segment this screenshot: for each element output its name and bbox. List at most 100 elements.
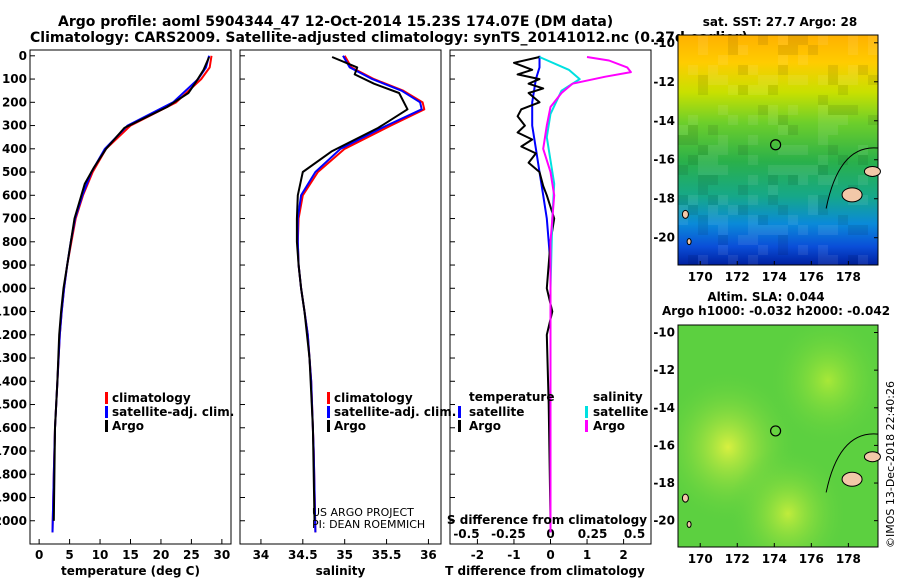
sst-cell bbox=[708, 165, 718, 175]
header-line-1: Argo profile: aoml 5904344_47 12-Oct-201… bbox=[58, 14, 613, 30]
map-lon-label: 176 bbox=[799, 270, 824, 284]
x-tick-label: 35.5 bbox=[372, 548, 402, 562]
sst-cell bbox=[748, 85, 758, 95]
map-lon-label: 172 bbox=[725, 552, 750, 566]
legend-label-argo: Argo bbox=[112, 419, 144, 433]
sst-cell bbox=[678, 135, 688, 145]
sst-cell bbox=[728, 205, 738, 215]
sst-cell bbox=[858, 195, 868, 205]
sst-cell bbox=[748, 65, 758, 75]
sst-cell bbox=[698, 155, 708, 165]
map-lat-label: -12 bbox=[653, 75, 675, 89]
sst-cell bbox=[838, 215, 848, 225]
legend-label-satellite-adj: satellite-adj. clim. bbox=[112, 405, 234, 419]
map-lat-label: -10 bbox=[653, 326, 675, 340]
difference-xlabel-salinity: S difference from climatology bbox=[447, 513, 647, 527]
sst-cell bbox=[778, 115, 788, 125]
map-lon-label: 172 bbox=[725, 270, 750, 284]
sst-map bbox=[677, 34, 879, 266]
temperature-xlabel: temperature (deg C) bbox=[61, 564, 200, 578]
x-tick-label-salinity: 0.25 bbox=[578, 527, 608, 541]
map-lat-label: -16 bbox=[653, 438, 675, 452]
sst-cell bbox=[748, 215, 758, 225]
depth-tick-label: 900 bbox=[2, 258, 27, 272]
sst-cell bbox=[848, 105, 858, 115]
sst-cell bbox=[858, 225, 868, 235]
sst-cell bbox=[678, 195, 688, 205]
x-tick-label: 1 bbox=[583, 548, 591, 562]
sst-cell bbox=[708, 145, 718, 155]
sst-cell bbox=[768, 225, 778, 235]
series-line-climatology bbox=[51, 55, 213, 533]
sst-cell bbox=[688, 65, 698, 75]
x-tick-label-salinity: 0.5 bbox=[624, 527, 645, 541]
sst-cell bbox=[718, 165, 728, 175]
sst-cell bbox=[848, 35, 858, 45]
sst-cell bbox=[778, 55, 788, 65]
map-lat-label: -10 bbox=[653, 36, 675, 50]
depth-tick-label: 600 bbox=[2, 188, 27, 202]
sst-cell bbox=[698, 75, 708, 85]
sst-cell bbox=[768, 115, 778, 125]
depth-tick-label: 0 bbox=[19, 49, 27, 63]
map-overlays: -10 -12 -14 -16 -18 -20 170 172 174 176 178 -10 -12 -… bbox=[653, 36, 881, 566]
legend-swatch-argo-sal-diff bbox=[585, 420, 588, 432]
sst-cell bbox=[798, 165, 808, 175]
island-vanuatu-south bbox=[686, 238, 692, 246]
legend-title-temperature: temperature bbox=[469, 390, 554, 404]
sst-cell bbox=[848, 75, 858, 85]
depth-tick-label: 1600 bbox=[0, 421, 27, 435]
sst-cell bbox=[718, 225, 728, 235]
salinity-panel-frame bbox=[239, 49, 442, 545]
sst-cell bbox=[868, 35, 878, 45]
sst-cell bbox=[758, 85, 768, 95]
series-line-argo bbox=[295, 56, 409, 521]
sst-cell bbox=[818, 115, 828, 125]
series-line-argo bbox=[513, 56, 556, 521]
sst-cell bbox=[688, 205, 698, 215]
sst-cell bbox=[808, 45, 818, 55]
series-line-satellite-adj-clim- bbox=[51, 55, 211, 533]
x-tick-label-salinity: -0.5 bbox=[453, 527, 479, 541]
sst-cell bbox=[718, 195, 728, 205]
map-lon-label: 176 bbox=[799, 552, 824, 566]
sst-cell bbox=[858, 255, 868, 265]
x-tick-label-salinity: -0.25 bbox=[491, 527, 526, 541]
sst-cell bbox=[798, 145, 808, 155]
map-lat-label: -20 bbox=[653, 514, 675, 528]
sst-cell bbox=[808, 165, 818, 175]
sst-cell bbox=[848, 255, 858, 265]
depth-tick-label: 1100 bbox=[0, 305, 27, 319]
sst-cell bbox=[708, 65, 718, 75]
sst-cell bbox=[868, 45, 878, 55]
legend-label-satellite-adj-sal: satellite-adj. clim. bbox=[334, 405, 456, 419]
x-tick-label: -2 bbox=[471, 548, 484, 562]
sst-cell bbox=[678, 205, 688, 215]
sst-cell bbox=[748, 255, 758, 265]
sst-cell bbox=[778, 205, 788, 215]
map-bottom-title-1: Altim. SLA: 0.044 bbox=[707, 290, 824, 304]
sst-cell bbox=[858, 155, 868, 165]
sst-cell bbox=[838, 105, 848, 115]
sst-cell bbox=[718, 135, 728, 145]
island-vanua-levu bbox=[863, 165, 881, 177]
sst-cell bbox=[838, 115, 848, 125]
sst-cell bbox=[738, 85, 748, 95]
x-tick-label: 5 bbox=[65, 548, 73, 562]
temperature-legend: climatology satellite-adj. clim. Argo bbox=[105, 391, 234, 433]
legend-swatch-argo-sal bbox=[327, 420, 330, 432]
x-tick-label: 10 bbox=[92, 548, 109, 562]
sst-cell bbox=[678, 125, 688, 135]
difference-legend: temperature satellite Argo salinity sate… bbox=[458, 390, 648, 433]
legend-swatch-climatology-sal bbox=[327, 392, 330, 404]
sst-cell bbox=[738, 235, 748, 245]
sst-cell bbox=[738, 205, 748, 215]
sst-cell bbox=[818, 125, 828, 135]
x-tick-label: 15 bbox=[122, 548, 139, 562]
x-tick-label: -1 bbox=[507, 548, 520, 562]
sst-cell bbox=[808, 195, 818, 205]
sst-cell bbox=[788, 35, 798, 45]
x-tick-label: 34 bbox=[253, 548, 270, 562]
sst-cell bbox=[778, 145, 788, 155]
credit-line-2: PI: DEAN ROEMMICH bbox=[312, 518, 425, 531]
